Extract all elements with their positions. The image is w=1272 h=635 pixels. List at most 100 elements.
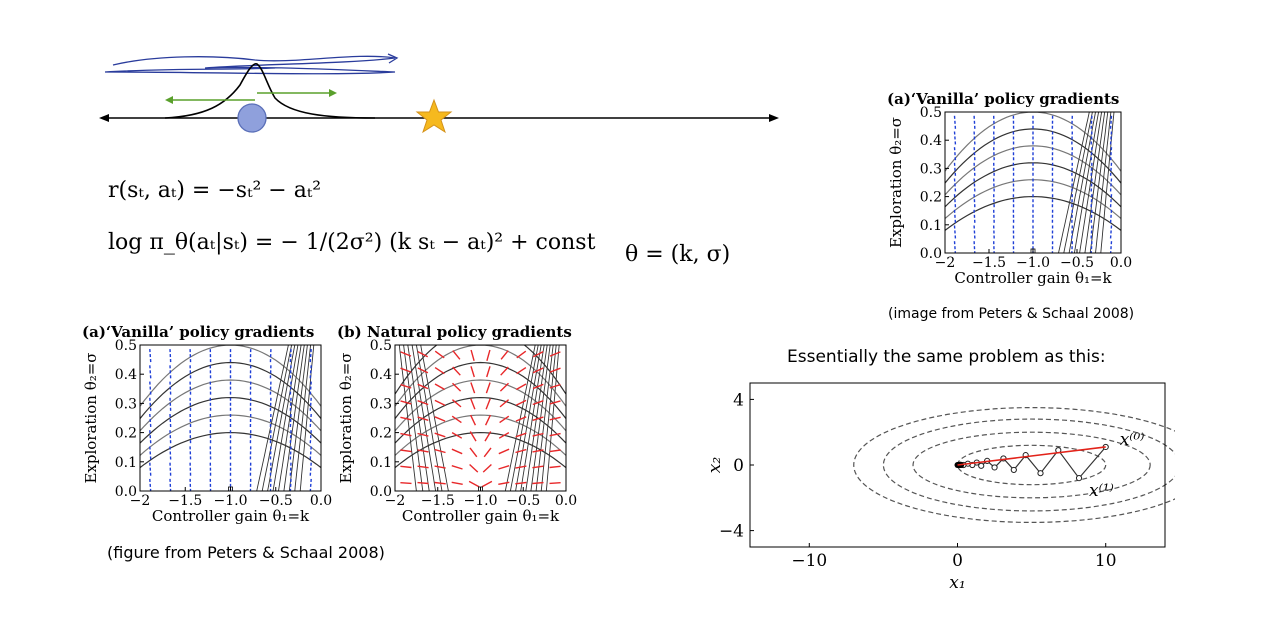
gradient-arrow xyxy=(549,416,561,421)
gradient-arrow xyxy=(417,367,429,374)
x-tick-label: −2 xyxy=(385,493,406,509)
y-tick-label: 0.1 xyxy=(370,455,392,471)
x-tick-label: −1.5 xyxy=(168,493,202,509)
gradient-arrow xyxy=(1090,209,1093,224)
gradient-arrow xyxy=(484,414,492,426)
x-tick-label: −1.0 xyxy=(1016,255,1050,271)
gradient-arrow xyxy=(993,209,995,224)
gradient-arrow xyxy=(417,449,429,453)
gradient-arrow xyxy=(1109,115,1113,130)
contour-line xyxy=(140,396,321,444)
gradient-arrow xyxy=(400,400,412,405)
gradient-arrow xyxy=(189,397,192,412)
gradient-arrow xyxy=(1071,147,1073,162)
gradient-arrow xyxy=(400,482,412,485)
gradient-arrow xyxy=(973,225,976,240)
gradient-arrow xyxy=(400,416,412,421)
gradient-arrow xyxy=(269,365,272,380)
x-tick-label: 10 xyxy=(1095,551,1117,571)
contour-line-dense xyxy=(272,345,299,491)
x-tick-label: −0.5 xyxy=(1060,255,1094,271)
y-tick-label: 0.4 xyxy=(115,367,137,383)
cartpole-illustration xyxy=(99,53,779,134)
gradient-arrow xyxy=(485,398,491,410)
iterate-point xyxy=(991,464,998,471)
plot-title: (a)‘Vanilla’ policy gradients xyxy=(887,90,1119,108)
gradient-arrow xyxy=(1090,162,1093,177)
gradient-arrow xyxy=(1109,178,1113,193)
gradient-arrow xyxy=(953,178,957,193)
gradient-arrow xyxy=(549,449,561,453)
x-axis-label: Controller gain θ₁=k xyxy=(402,507,560,525)
contour-line xyxy=(395,345,566,407)
contour-line-dense xyxy=(525,345,548,491)
gradient-arrow xyxy=(482,463,492,473)
gradient-arrow xyxy=(993,115,995,130)
gradient-arrow xyxy=(1071,131,1073,146)
gradient-arrow xyxy=(434,350,445,359)
gaussian-curve xyxy=(164,63,376,119)
gradient-arrow xyxy=(469,414,477,426)
gradient-arrow xyxy=(309,381,312,396)
gradient-arrow xyxy=(470,382,476,394)
gradient-arrow xyxy=(484,431,492,442)
contour-line-dense xyxy=(420,345,449,491)
gradient-arrow xyxy=(434,383,446,391)
gradient-arrow xyxy=(269,413,272,429)
contour-line-dense xyxy=(1073,112,1100,253)
gradient-arrow xyxy=(1090,147,1093,162)
plot-area xyxy=(140,345,321,491)
gradient-arrow xyxy=(953,225,957,240)
gradient-arrow xyxy=(481,480,493,488)
gradient-arrow xyxy=(149,462,152,477)
gradient-arrow xyxy=(1071,209,1073,224)
gradient-arrow xyxy=(169,446,172,461)
gradient-arrow xyxy=(189,381,192,396)
log-policy-equation: log π_θ(aₜ|sₜ) = − 1/(2σ²) (k sₜ − aₜ)² … xyxy=(108,230,595,255)
y-tick-label: 0.0 xyxy=(370,484,392,500)
gradient-arrow xyxy=(149,430,152,445)
gradient-arrow xyxy=(515,383,527,391)
gradient-arrow xyxy=(1109,209,1113,224)
gradient-arrow xyxy=(498,431,510,439)
gradient-arrow xyxy=(434,416,446,422)
y-tick-label: 0.5 xyxy=(370,338,392,354)
vector-field-svg: (b) Natural policy gradients 0.0 0.1 0.2 0.3… xyxy=(337,323,577,525)
gradient-arrow xyxy=(289,381,292,396)
contour-line xyxy=(395,431,566,469)
gradient-arrow xyxy=(973,115,976,130)
gradient-arrow xyxy=(515,416,527,422)
axis-right-arrowhead xyxy=(769,114,779,122)
gradient-arrow xyxy=(993,194,995,209)
x-tick-label: −2 xyxy=(130,493,151,509)
gradient-arrow xyxy=(189,413,192,429)
level-set-ellipse xyxy=(912,431,1151,499)
gradient-arrow xyxy=(1109,131,1113,146)
y-tick-label: 0.1 xyxy=(920,218,942,234)
gradient-arrow xyxy=(1071,178,1073,193)
gradient-arrow xyxy=(149,446,152,461)
gradient-arrow xyxy=(516,367,527,375)
gradient-arrow xyxy=(470,349,475,361)
gradient-arrow xyxy=(269,349,272,364)
gradient-arrow xyxy=(149,381,152,396)
gradient-arrow xyxy=(549,400,561,405)
gradient-arrow xyxy=(149,365,152,380)
gradient-arrow xyxy=(532,481,544,485)
y-tick-label: 0.5 xyxy=(115,338,137,354)
gradient-arrow xyxy=(451,448,463,455)
gradient-arrow xyxy=(469,463,479,473)
level-set-ellipse xyxy=(853,406,1211,524)
contour-line-dense xyxy=(504,345,536,491)
log-policy-equation-text: log π_θ(aₜ|sₜ) = − 1/(2σ²) (k sₜ − aₜ)² … xyxy=(108,230,596,255)
contour-line-dense xyxy=(1068,112,1096,253)
gradient-arrow xyxy=(434,367,445,375)
gradient-arrow xyxy=(434,432,446,438)
x-tick-label: −2 xyxy=(935,255,956,271)
gradient-arrow xyxy=(400,383,412,389)
gradient-arrow xyxy=(500,350,509,360)
gradient-arrow xyxy=(451,431,463,439)
gradient-arrow xyxy=(953,209,957,224)
gradient-arrow xyxy=(451,399,462,408)
gradient-arrow xyxy=(169,397,172,412)
